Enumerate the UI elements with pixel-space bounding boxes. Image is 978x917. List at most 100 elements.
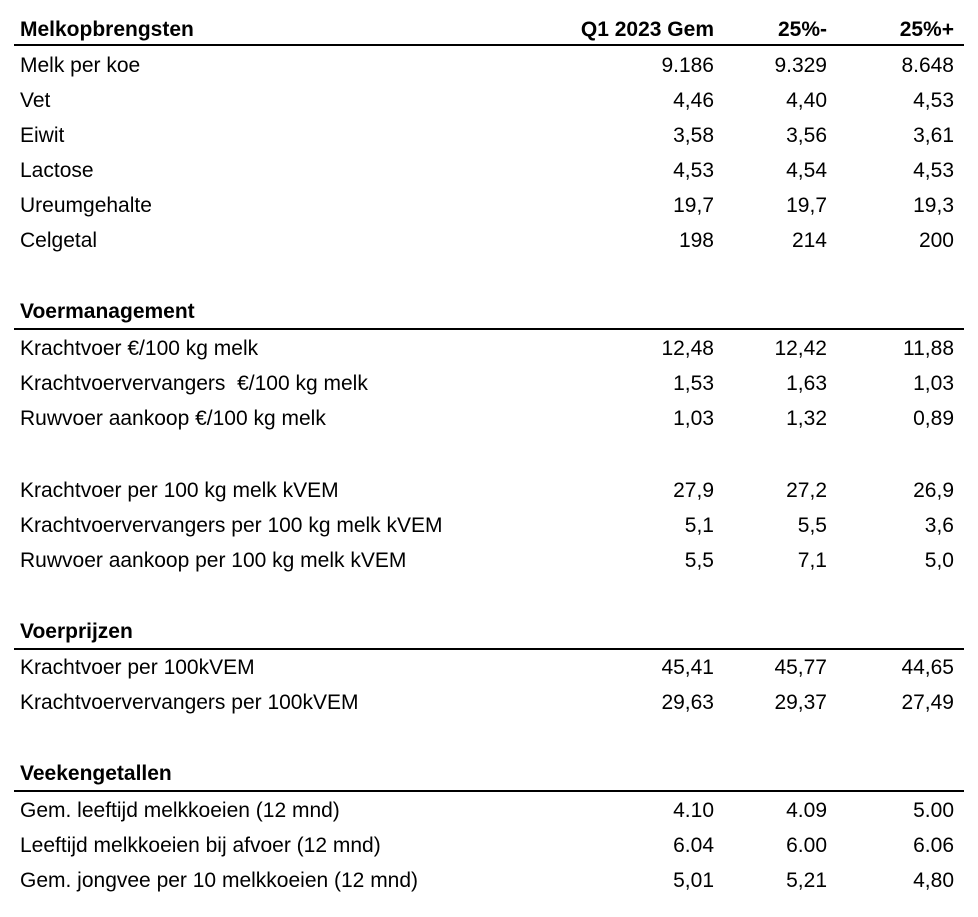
value-25-plus: 44,65	[901, 656, 954, 679]
table-row: Krachtvoervervangers €/100 kg melk 1,53 …	[0, 367, 978, 401]
header-divider	[14, 44, 964, 46]
table-row: Celgetal 198 214 200	[0, 224, 978, 258]
value-q1: 1,53	[673, 372, 714, 395]
row-label: Krachtvoer per 100kVEM	[20, 656, 255, 679]
value-25-min: 19,7	[786, 194, 827, 217]
row-label: Krachtvoer per 100 kg melk kVEM	[20, 479, 339, 502]
value-25-min: 1,63	[786, 372, 827, 395]
table-row: Ureumgehalte 19,7 19,7 19,3	[0, 189, 978, 223]
section-header-voerprijzen: Voerprijzen	[0, 615, 978, 649]
section-title: Veekengetallen	[20, 762, 172, 785]
value-25-plus: 27,49	[901, 691, 954, 714]
row-label: Vet	[20, 89, 51, 112]
table-row: Krachtvoervervangers per 100 kg melk kVE…	[0, 509, 978, 543]
value-q1: 5,1	[684, 514, 714, 537]
row-label: Krachtvoervervangers €/100 kg melk	[20, 372, 368, 395]
value-25-min: 7,1	[797, 549, 827, 572]
value-q1: 45,41	[661, 656, 714, 679]
section-title: Voermanagement	[20, 300, 195, 323]
value-25-plus: 4,53	[913, 89, 954, 112]
row-label: Gem. leeftijd melkkoeien (12 mnd)	[20, 799, 340, 822]
section-divider	[14, 790, 964, 792]
value-25-min: 4,40	[786, 89, 827, 112]
value-q1: 3,58	[673, 124, 714, 147]
value-25-plus: 6.06	[913, 834, 954, 857]
value-25-min: 6.00	[786, 834, 827, 857]
row-label: Krachtvoer €/100 kg melk	[20, 337, 259, 360]
row-label: Lactose	[20, 159, 94, 182]
value-25-min: 4.09	[786, 799, 827, 822]
section-divider	[14, 328, 964, 330]
value-25-plus: 3,6	[924, 514, 954, 537]
value-q1: 4.10	[673, 799, 714, 822]
value-q1: 4,53	[673, 159, 714, 182]
value-25-min: 12,42	[774, 337, 827, 360]
value-25-min: 5,21	[786, 869, 827, 892]
value-q1: 1,03	[673, 407, 714, 430]
value-q1: 198	[678, 229, 714, 252]
value-25-min: 3,56	[786, 124, 827, 147]
value-q1: 5,5	[684, 549, 714, 572]
column-header-q1-2023-gem: Q1 2023 Gem	[580, 18, 714, 41]
value-q1: 9.186	[661, 54, 714, 77]
row-label: Melk per koe	[20, 54, 141, 77]
table-row: Krachtvoervervangers per 100kVEM 29,63 2…	[0, 686, 978, 720]
value-25-plus: 5,0	[924, 549, 954, 572]
section-title: Voerprijzen	[20, 620, 133, 643]
section-title: Melkopbrengsten	[20, 18, 194, 41]
column-header-25-min: 25%-	[777, 18, 827, 41]
value-25-min: 5,5	[797, 514, 827, 537]
value-25-plus: 8.648	[901, 54, 954, 77]
table-row: Gem. leeftijd melkkoeien (12 mnd) 4.10 4…	[0, 794, 978, 828]
table-row: Ruwvoer aankoop per 100 kg melk kVEM 5,5…	[0, 544, 978, 578]
value-25-min: 4,54	[786, 159, 827, 182]
row-label: Gem. jongvee per 10 melkkoeien (12 mnd)	[20, 869, 419, 892]
table-row: Krachtvoer per 100kVEM 45,41 45,77 44,65	[0, 651, 978, 685]
value-25-plus: 4,53	[913, 159, 954, 182]
table-row: Eiwit 3,58 3,56 3,61	[0, 119, 978, 153]
table-row: Lactose 4,53 4,54 4,53	[0, 154, 978, 188]
value-25-min: 27,2	[786, 479, 827, 502]
value-25-min: 214	[791, 229, 827, 252]
value-25-plus: 4,80	[913, 869, 954, 892]
section-header-melkopbrengsten: Melkopbrengsten Q1 2023 Gem 25%- 25%+	[0, 13, 978, 47]
value-25-plus: 5.00	[913, 799, 954, 822]
section-header-veekengetallen: Veekengetallen	[0, 757, 978, 791]
row-label: Ureumgehalte	[20, 194, 152, 217]
value-25-plus: 26,9	[913, 479, 954, 502]
value-q1: 29,63	[661, 691, 714, 714]
value-25-plus: 0,89	[913, 407, 954, 430]
value-25-min: 45,77	[774, 656, 827, 679]
value-25-plus: 19,3	[913, 194, 954, 217]
table-row: Melk per koe 9.186 9.329 8.648	[0, 49, 978, 83]
column-header-25-plus: 25%+	[899, 18, 954, 41]
row-label: Leeftijd melkkoeien bij afvoer (12 mnd)	[20, 834, 381, 857]
value-25-plus: 11,88	[903, 337, 954, 360]
table-row: Leeftijd melkkoeien bij afvoer (12 mnd) …	[0, 829, 978, 863]
table-row: Krachtvoer €/100 kg melk 12,48 12,42 11,…	[0, 332, 978, 366]
row-label: Ruwvoer aankoop per 100 kg melk kVEM	[20, 549, 407, 572]
table-row: Krachtvoer per 100 kg melk kVEM 27,9 27,…	[0, 474, 978, 508]
row-label: Celgetal	[20, 229, 98, 252]
value-q1: 27,9	[673, 479, 714, 502]
value-q1: 5,01	[673, 869, 714, 892]
table-row: Vet 4,46 4,40 4,53	[0, 84, 978, 118]
value-25-min: 9.329	[774, 54, 827, 77]
value-25-plus: 3,61	[913, 124, 954, 147]
row-label: Eiwit	[20, 124, 65, 147]
table-row: Ruwvoer aankoop €/100 kg melk 1,03 1,32 …	[0, 402, 978, 436]
value-25-plus: 1,03	[913, 372, 954, 395]
value-25-min: 1,32	[786, 407, 827, 430]
value-q1: 4,46	[673, 89, 714, 112]
row-label: Krachtvoervervangers per 100kVEM	[20, 691, 359, 714]
value-q1: 19,7	[673, 194, 714, 217]
row-label: Krachtvoervervangers per 100 kg melk kVE…	[20, 514, 443, 537]
value-q1: 12,48	[661, 337, 714, 360]
section-divider	[14, 648, 964, 650]
value-25-min: 29,37	[774, 691, 827, 714]
row-label: Ruwvoer aankoop €/100 kg melk	[20, 407, 326, 430]
table-row: Gem. jongvee per 10 melkkoeien (12 mnd) …	[0, 864, 978, 898]
value-25-plus: 200	[918, 229, 954, 252]
value-q1: 6.04	[673, 834, 714, 857]
